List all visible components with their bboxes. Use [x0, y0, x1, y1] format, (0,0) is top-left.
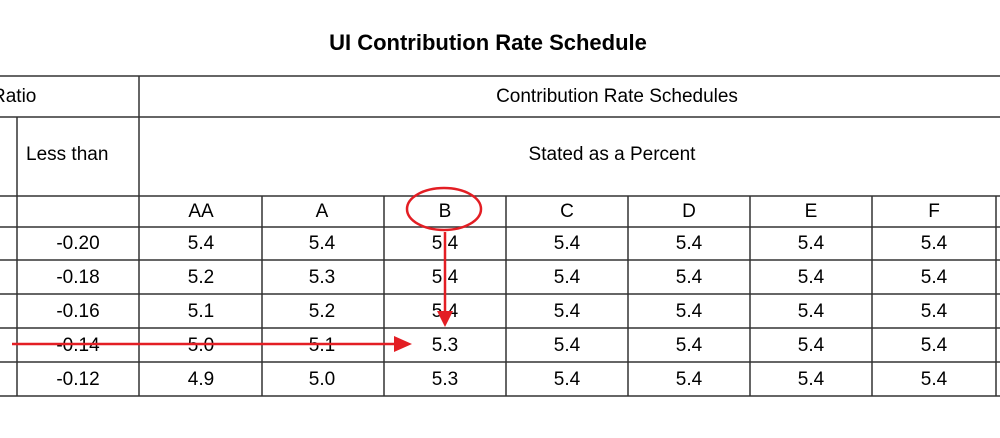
- less-than-header: Less than: [26, 144, 109, 165]
- rate-cell: 5.4: [920, 301, 948, 322]
- rate-cell: 5.4: [553, 369, 581, 390]
- stated-header: Stated as a Percent: [528, 144, 696, 165]
- column-header-c: C: [560, 201, 574, 222]
- rate-cell: 5.4: [187, 233, 215, 254]
- less-than-value: -0.18: [56, 267, 100, 288]
- rate-cell: 5.1: [187, 301, 215, 322]
- rate-cell: 5.4: [675, 267, 703, 288]
- rate-cell: 5.4: [797, 369, 825, 390]
- schedules-header: Contribution Rate Schedules: [496, 86, 738, 107]
- rate-cell: 5.4: [797, 233, 825, 254]
- rate-cell: 5.4: [675, 233, 703, 254]
- less-than-value: -0.16: [56, 301, 100, 322]
- rate-cell: 5.4: [675, 301, 703, 322]
- rate-cell: 5.4: [553, 335, 581, 356]
- rate-cell: 5.4: [797, 267, 825, 288]
- rate-cell: 5.4: [797, 335, 825, 356]
- rate-cell: 5.0: [308, 369, 336, 390]
- column-header-d: D: [682, 201, 696, 222]
- column-header-e: E: [804, 201, 818, 222]
- rate-cell: 5.4: [431, 301, 459, 322]
- rate-cell: 5.0: [187, 335, 215, 356]
- ratio-header: Ratio: [0, 86, 37, 107]
- column-header-a: A: [315, 201, 329, 222]
- rate-cell: 5.4: [431, 267, 459, 288]
- column-header-b: B: [438, 201, 452, 222]
- rate-cell: 5.4: [675, 335, 703, 356]
- rate-cell: 5.4: [920, 267, 948, 288]
- rate-cell: 5.3: [431, 369, 459, 390]
- less-than-value: -0.12: [56, 369, 100, 390]
- rate-cell: 5.4: [553, 267, 581, 288]
- rate-cell: 5.4: [920, 335, 948, 356]
- rate-cell: 5.2: [187, 267, 215, 288]
- page-title: UI Contribution Rate Schedule: [329, 30, 647, 55]
- less-than-value: -0.14: [56, 335, 100, 356]
- rate-cell: 5.2: [308, 301, 336, 322]
- rate-cell: 4.9: [187, 369, 215, 390]
- rate-cell: 5.4: [553, 233, 581, 254]
- less-than-value: -0.20: [56, 233, 100, 254]
- rate-cell: 5.4: [797, 301, 825, 322]
- rate-cell: 5.4: [675, 369, 703, 390]
- rate-cell: 5.4: [920, 233, 948, 254]
- column-header-aa: AA: [188, 201, 214, 222]
- column-header-f: F: [928, 201, 940, 222]
- rate-cell: 5.1: [308, 335, 336, 356]
- rate-cell: 5.4: [920, 369, 948, 390]
- rate-cell: 5.4: [431, 233, 459, 254]
- rate-cell: 5.4: [308, 233, 336, 254]
- rate-cell: 5.3: [308, 267, 336, 288]
- rate-cell: 5.4: [553, 301, 581, 322]
- rate-cell: 5.3: [431, 335, 459, 356]
